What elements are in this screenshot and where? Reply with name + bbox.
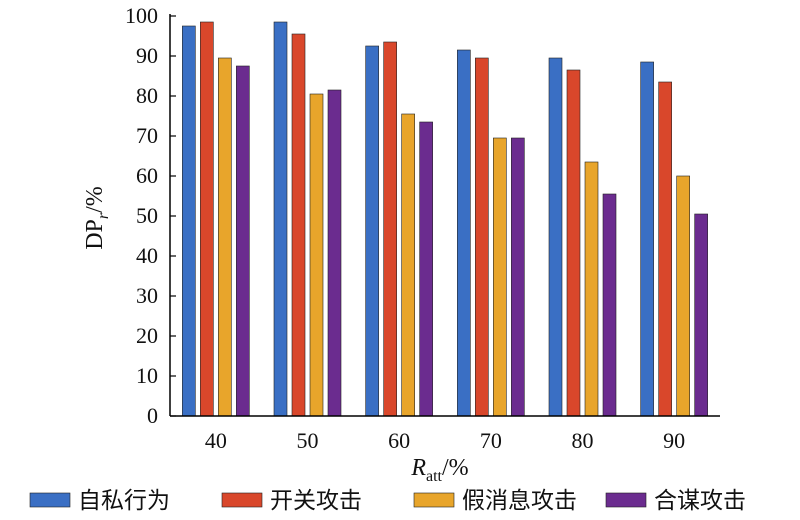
bar — [511, 137, 525, 417]
bar — [694, 213, 708, 417]
bar — [457, 49, 471, 417]
bar — [218, 57, 232, 417]
legend-swatch — [413, 492, 455, 508]
y-tick-label: 30 — [136, 283, 158, 308]
y-axis-ticks: 0 10 20 30 40 50 60 70 80 90 100 — [125, 3, 176, 428]
legend-label: 合谋攻击 — [654, 488, 746, 514]
bar — [273, 21, 288, 417]
bar — [493, 137, 507, 417]
bar — [383, 41, 397, 417]
legend-label: 自私行为 — [78, 488, 170, 514]
x-tick-label: 90 — [663, 428, 685, 453]
legend-label: 开关攻击 — [270, 488, 362, 514]
bar — [658, 81, 672, 417]
x-tick-label: 50 — [297, 428, 319, 453]
x-axis-label-unit: /% — [442, 455, 469, 481]
legend-swatch — [29, 492, 71, 508]
bar — [401, 113, 415, 417]
bar — [291, 33, 306, 417]
bar — [676, 175, 690, 417]
bars — [182, 21, 708, 417]
bar — [566, 69, 581, 417]
legend-swatch — [605, 492, 647, 508]
bar — [419, 121, 433, 417]
y-tick-label: 60 — [136, 163, 158, 188]
bar — [309, 93, 324, 417]
bar — [327, 89, 342, 417]
y-tick-label: 20 — [136, 323, 158, 348]
bar — [236, 65, 250, 417]
bar — [200, 21, 214, 417]
bar — [602, 193, 617, 417]
x-tick-label: 80 — [572, 428, 594, 453]
y-tick-label: 50 — [136, 203, 158, 228]
x-axis-ticks: 40 50 60 70 80 90 — [205, 428, 685, 453]
x-tick-label: 60 — [388, 428, 410, 453]
bar — [475, 57, 489, 417]
bar — [584, 161, 599, 417]
x-axis-label-main: R — [410, 455, 426, 481]
x-axis-label: Ratt/% — [410, 455, 468, 485]
legend: 自私行为 开关攻击 假消息攻击 合谋攻击 — [29, 488, 746, 514]
bar — [548, 57, 563, 417]
y-tick-label: 70 — [136, 123, 158, 148]
y-axis-label-main: DP — [82, 219, 108, 250]
y-tick-label: 90 — [136, 43, 158, 68]
legend-label: 假消息攻击 — [462, 488, 577, 514]
bar — [365, 45, 379, 417]
y-tick-label: 0 — [147, 403, 158, 428]
y-tick-label: 80 — [136, 83, 158, 108]
y-tick-label: 40 — [136, 243, 158, 268]
bar — [640, 61, 654, 417]
x-tick-label: 40 — [205, 428, 227, 453]
y-tick-label: 10 — [136, 363, 158, 388]
x-tick-label: 70 — [480, 428, 502, 453]
x-axis-label-sub: att — [426, 468, 443, 485]
y-axis-label-sub: r — [95, 212, 112, 219]
legend-swatch — [221, 492, 263, 508]
y-tick-label: 100 — [125, 3, 158, 28]
y-axis-label: DPr/% — [82, 186, 112, 250]
y-axis-label-unit: /% — [82, 186, 108, 213]
bar — [182, 25, 196, 417]
